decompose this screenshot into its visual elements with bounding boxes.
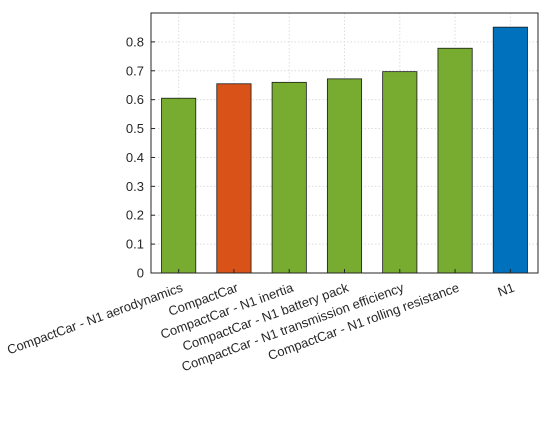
- y-tick-label: 0.3: [126, 179, 144, 194]
- y-axis: 0 0.1 0.2 0.3 0.4 0.5 0.6 0.7 0.8: [126, 34, 155, 281]
- bar: [271, 81, 307, 274]
- y-tick-label: 0.6: [126, 92, 144, 107]
- x-axis: CompactCar - N1 aerodynamicsCompactCarCo…: [5, 269, 516, 374]
- y-tick-label: 0.2: [126, 208, 144, 223]
- y-tick-label: 0: [137, 266, 144, 281]
- bar: [382, 71, 418, 274]
- bar: [161, 97, 197, 274]
- x-tick-label: CompactCar - N1 aerodynamics: [5, 280, 185, 358]
- bars-layer: [161, 26, 528, 274]
- y-tick-label: 0.7: [126, 63, 144, 78]
- y-tick-label: 0.1: [126, 237, 144, 252]
- bar: [216, 83, 252, 274]
- y-tick-label: 0.4: [126, 150, 144, 165]
- y-tick-label: 0.8: [126, 34, 144, 49]
- y-tick-label: 0.5: [126, 121, 144, 136]
- bar: [492, 26, 528, 274]
- bar: [326, 78, 363, 274]
- bar: [437, 47, 473, 274]
- x-tick-label: N1: [496, 280, 517, 300]
